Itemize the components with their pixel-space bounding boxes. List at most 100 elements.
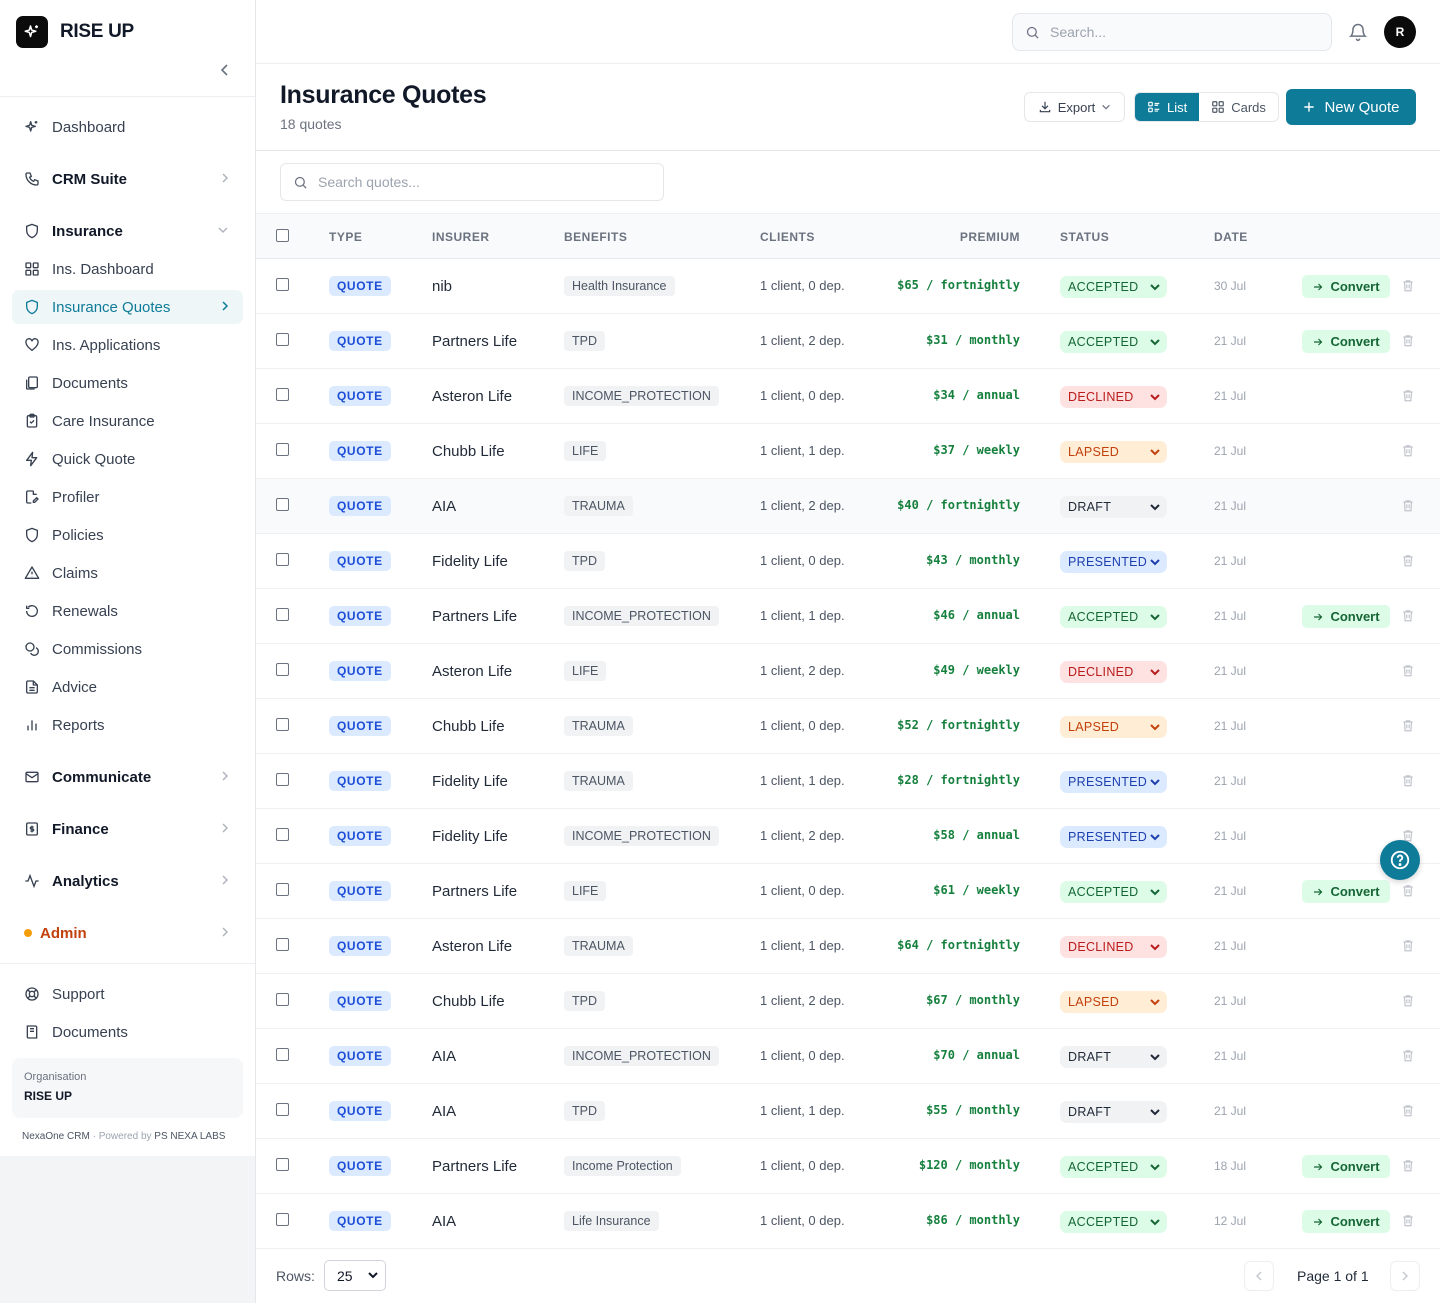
next-page-button[interactable]: [1390, 1261, 1420, 1291]
status-select[interactable]: ACCEPTED: [1060, 1156, 1167, 1178]
sidebar-item-reports[interactable]: Reports: [12, 708, 243, 742]
sidebar-item-policies[interactable]: Policies: [12, 518, 243, 552]
col-clients[interactable]: CLIENTS: [760, 230, 815, 244]
table-row[interactable]: QUOTE Fidelity Life INCOME_PROTECTION 1 cli…: [256, 809, 1440, 864]
export-button[interactable]: Export: [1024, 92, 1125, 122]
global-search-input[interactable]: [1050, 24, 1310, 40]
delete-button[interactable]: [1401, 388, 1415, 408]
nav-documents[interactable]: Documents: [12, 1015, 243, 1049]
row-checkbox[interactable]: [276, 1048, 289, 1061]
row-checkbox[interactable]: [276, 443, 289, 456]
sidebar-item-quick-quote[interactable]: Quick Quote: [12, 442, 243, 476]
delete-button[interactable]: [1401, 333, 1415, 353]
nav-group-crm[interactable]: CRM Suite: [12, 162, 243, 196]
status-select[interactable]: ACCEPTED: [1060, 1211, 1167, 1233]
table-row[interactable]: QUOTE Asteron Life LIFE 1 client, 2 dep. $49…: [256, 644, 1440, 699]
sidebar-item-care-insurance[interactable]: Care Insurance: [12, 404, 243, 438]
delete-button[interactable]: [1401, 883, 1415, 903]
delete-button[interactable]: [1401, 773, 1415, 793]
table-row[interactable]: QUOTE nib Health Insurance 1 client, 0 dep.…: [256, 259, 1440, 314]
delete-button[interactable]: [1401, 498, 1415, 518]
col-premium[interactable]: PREMIUM: [959, 230, 1020, 244]
table-row[interactable]: QUOTE Chubb Life LIFE 1 client, 1 dep. $37 /…: [256, 424, 1440, 479]
nav-group-admin[interactable]: Admin: [12, 916, 243, 950]
brand[interactable]: RISE UP: [16, 16, 134, 48]
convert-button[interactable]: Convert: [1302, 1210, 1390, 1233]
sidebar-item-insurance-quotes[interactable]: Insurance Quotes: [12, 290, 243, 324]
sidebar-item-commissions[interactable]: Commissions: [12, 632, 243, 666]
table-row[interactable]: QUOTE Partners Life LIFE 1 client, 0 dep. $6…: [256, 864, 1440, 919]
rows-per-page-select[interactable]: 25: [324, 1260, 386, 1291]
status-select[interactable]: ACCEPTED: [1060, 606, 1167, 628]
delete-button[interactable]: [1401, 1103, 1415, 1123]
nav-support[interactable]: Support: [12, 977, 243, 1011]
table-row[interactable]: QUOTE AIA Life Insurance 1 client, 0 dep. $8…: [256, 1194, 1440, 1249]
table-row[interactable]: QUOTE Partners Life TPD 1 client, 2 dep. $31…: [256, 314, 1440, 369]
collapse-sidebar-button[interactable]: [214, 60, 236, 80]
nav-group-analytics[interactable]: Analytics: [12, 864, 243, 898]
col-status[interactable]: STATUS: [1060, 230, 1110, 244]
convert-button[interactable]: Convert: [1302, 275, 1390, 298]
row-checkbox[interactable]: [276, 938, 289, 951]
delete-button[interactable]: [1401, 1048, 1415, 1068]
organisation-card[interactable]: Organisation RISE UP: [12, 1058, 243, 1118]
delete-button[interactable]: [1401, 993, 1415, 1013]
row-checkbox[interactable]: [276, 828, 289, 841]
convert-button[interactable]: Convert: [1302, 330, 1390, 353]
sidebar-item-ins-applications[interactable]: Ins. Applications: [12, 328, 243, 362]
status-select[interactable]: PRESENTED: [1060, 826, 1167, 848]
row-checkbox[interactable]: [276, 993, 289, 1006]
table-row[interactable]: QUOTE Asteron Life INCOME_PROTECTION 1 clie…: [256, 369, 1440, 424]
table-row[interactable]: QUOTE AIA TRAUMA 1 client, 2 dep. $40 / fort…: [256, 479, 1440, 534]
row-checkbox[interactable]: [276, 608, 289, 621]
sidebar-item-renewals[interactable]: Renewals: [12, 594, 243, 628]
delete-button[interactable]: [1401, 443, 1415, 463]
status-select[interactable]: DECLINED: [1060, 386, 1167, 408]
row-checkbox[interactable]: [276, 553, 289, 566]
table-row[interactable]: QUOTE Fidelity Life TPD 1 client, 0 dep. $43…: [256, 534, 1440, 589]
col-type[interactable]: TYPE: [329, 230, 363, 244]
global-search[interactable]: [1012, 13, 1332, 51]
delete-button[interactable]: [1401, 938, 1415, 958]
table-row[interactable]: QUOTE AIA INCOME_PROTECTION 1 client, 0 dep…: [256, 1029, 1440, 1084]
prev-page-button[interactable]: [1244, 1261, 1274, 1291]
row-checkbox[interactable]: [276, 718, 289, 731]
convert-button[interactable]: Convert: [1302, 1155, 1390, 1178]
table-row[interactable]: QUOTE Chubb Life TPD 1 client, 2 dep. $67 / …: [256, 974, 1440, 1029]
convert-button[interactable]: Convert: [1302, 605, 1390, 628]
status-select[interactable]: LAPSED: [1060, 441, 1167, 463]
table-row[interactable]: QUOTE Partners Life INCOME_PROTECTION 1 cli…: [256, 589, 1440, 644]
delete-button[interactable]: [1401, 553, 1415, 573]
col-insurer[interactable]: INSURER: [432, 230, 490, 244]
row-checkbox[interactable]: [276, 1103, 289, 1116]
row-checkbox[interactable]: [276, 773, 289, 786]
col-benefits[interactable]: BENEFITS: [564, 230, 628, 244]
user-avatar[interactable]: R: [1384, 16, 1416, 48]
status-select[interactable]: PRESENTED: [1060, 771, 1167, 793]
status-select[interactable]: DRAFT: [1060, 496, 1167, 518]
nav-group-insurance[interactable]: Insurance: [12, 214, 243, 248]
delete-button[interactable]: [1401, 608, 1415, 628]
status-select[interactable]: DRAFT: [1060, 1101, 1167, 1123]
row-checkbox[interactable]: [276, 388, 289, 401]
status-select[interactable]: LAPSED: [1060, 716, 1167, 738]
delete-button[interactable]: [1401, 663, 1415, 683]
table-row[interactable]: QUOTE Asteron Life TRAUMA 1 client, 1 dep. $…: [256, 919, 1440, 974]
sidebar-item-documents[interactable]: Documents: [12, 366, 243, 400]
help-button[interactable]: [1380, 840, 1420, 880]
status-select[interactable]: DECLINED: [1060, 661, 1167, 683]
sidebar-item-ins-dashboard[interactable]: Ins. Dashboard: [12, 252, 243, 286]
row-checkbox[interactable]: [276, 663, 289, 676]
nav-group-communicate[interactable]: Communicate: [12, 760, 243, 794]
quote-search[interactable]: [280, 163, 664, 201]
row-checkbox[interactable]: [276, 498, 289, 511]
row-checkbox[interactable]: [276, 1213, 289, 1226]
new-quote-button[interactable]: New Quote: [1286, 89, 1416, 125]
table-row[interactable]: QUOTE Fidelity Life TRAUMA 1 client, 1 dep.…: [256, 754, 1440, 809]
status-select[interactable]: DECLINED: [1060, 936, 1167, 958]
quote-search-input[interactable]: [318, 174, 638, 190]
notifications-button[interactable]: [1348, 22, 1368, 47]
sidebar-item-profiler[interactable]: Profiler: [12, 480, 243, 514]
table-row[interactable]: QUOTE AIA TPD 1 client, 1 dep. $55 / monthly…: [256, 1084, 1440, 1139]
status-select[interactable]: ACCEPTED: [1060, 331, 1167, 353]
